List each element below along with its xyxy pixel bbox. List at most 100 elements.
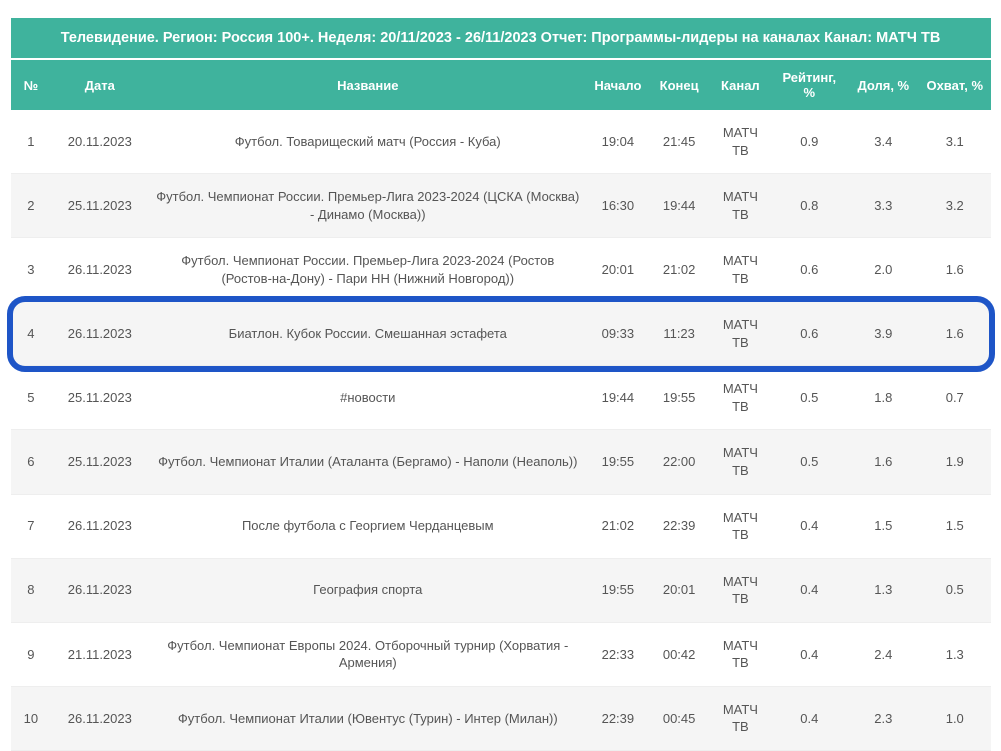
cell-rating: 0.4 <box>771 494 848 558</box>
cell-channel: МАТЧ ТВ <box>710 110 771 174</box>
cell-share: 1.3 <box>848 558 919 622</box>
cell-reach: 1.3 <box>919 622 990 686</box>
cell-num: 8 <box>11 558 52 622</box>
cell-num: 2 <box>11 174 52 238</box>
cell-date: 26.11.2023 <box>51 558 148 622</box>
cell-start: 22:39 <box>587 686 648 750</box>
cell-reach: 3.1 <box>919 110 990 174</box>
cell-start: 22:33 <box>587 622 648 686</box>
col-header-share: Доля, % <box>848 59 919 110</box>
cell-rating: 0.4 <box>771 622 848 686</box>
cell-reach: 1.5 <box>919 494 990 558</box>
ratings-table-container: Телевидение. Регион: Россия 100+. Неделя… <box>11 0 991 751</box>
col-header-channel: Канал <box>710 59 771 110</box>
cell-date: 25.11.2023 <box>51 366 148 430</box>
cell-name: География спорта <box>148 558 587 622</box>
cell-channel: МАТЧ ТВ <box>710 174 771 238</box>
cell-channel: МАТЧ ТВ <box>710 686 771 750</box>
col-header-date: Дата <box>51 59 148 110</box>
table-row: 1026.11.2023Футбол. Чемпионат Италии (Юв… <box>11 686 991 750</box>
cell-end: 21:45 <box>649 110 710 174</box>
cell-date: 26.11.2023 <box>51 302 148 366</box>
cell-start: 20:01 <box>587 238 648 302</box>
cell-name: #новости <box>148 366 587 430</box>
cell-end: 22:00 <box>649 430 710 494</box>
cell-name: Футбол. Чемпионат России. Премьер-Лига 2… <box>148 238 587 302</box>
table-row: 326.11.2023Футбол. Чемпионат России. Пре… <box>11 238 991 302</box>
table-header-row: № Дата Название Начало Конец Канал Рейти… <box>11 59 991 110</box>
cell-rating: 0.4 <box>771 558 848 622</box>
cell-num: 1 <box>11 110 52 174</box>
cell-reach: 0.5 <box>919 558 990 622</box>
cell-name: После футбола с Георгием Черданцевым <box>148 494 587 558</box>
table-row: 120.11.2023Футбол. Товарищеский матч (Ро… <box>11 110 991 174</box>
cell-name: Футбол. Чемпионат России. Премьер-Лига 2… <box>148 174 587 238</box>
cell-date: 26.11.2023 <box>51 238 148 302</box>
col-header-num: № <box>11 59 52 110</box>
cell-date: 26.11.2023 <box>51 686 148 750</box>
cell-reach: 1.0 <box>919 686 990 750</box>
cell-share: 3.9 <box>848 302 919 366</box>
cell-reach: 0.7 <box>919 366 990 430</box>
cell-rating: 0.5 <box>771 430 848 494</box>
cell-channel: МАТЧ ТВ <box>710 558 771 622</box>
cell-start: 19:55 <box>587 430 648 494</box>
cell-rating: 0.6 <box>771 238 848 302</box>
cell-num: 3 <box>11 238 52 302</box>
cell-end: 22:39 <box>649 494 710 558</box>
cell-date: 26.11.2023 <box>51 494 148 558</box>
cell-channel: МАТЧ ТВ <box>710 622 771 686</box>
cell-end: 00:42 <box>649 622 710 686</box>
col-header-reach: Охват, % <box>919 59 990 110</box>
table-row: 225.11.2023Футбол. Чемпионат России. Пре… <box>11 174 991 238</box>
cell-name: Футбол. Чемпионат Европы 2024. Отборочны… <box>148 622 587 686</box>
col-header-end: Конец <box>649 59 710 110</box>
cell-name: Футбол. Чемпионат Италии (Аталанта (Берг… <box>148 430 587 494</box>
cell-start: 19:04 <box>587 110 648 174</box>
report-title: Телевидение. Регион: Россия 100+. Неделя… <box>11 18 991 58</box>
col-header-rating: Рейтинг, % <box>771 59 848 110</box>
cell-start: 19:44 <box>587 366 648 430</box>
cell-share: 3.3 <box>848 174 919 238</box>
cell-share: 2.0 <box>848 238 919 302</box>
cell-end: 19:55 <box>649 366 710 430</box>
table-row: 525.11.2023#новости19:4419:55МАТЧ ТВ0.51… <box>11 366 991 430</box>
cell-rating: 0.8 <box>771 174 848 238</box>
cell-start: 21:02 <box>587 494 648 558</box>
cell-share: 1.5 <box>848 494 919 558</box>
col-header-start: Начало <box>587 59 648 110</box>
cell-num: 9 <box>11 622 52 686</box>
cell-channel: МАТЧ ТВ <box>710 430 771 494</box>
cell-share: 3.4 <box>848 110 919 174</box>
cell-end: 00:45 <box>649 686 710 750</box>
cell-start: 19:55 <box>587 558 648 622</box>
cell-name: Футбол. Чемпионат Италии (Ювентус (Турин… <box>148 686 587 750</box>
table-row: 426.11.2023Биатлон. Кубок России. Смешан… <box>11 302 991 366</box>
cell-name: Футбол. Товарищеский матч (Россия - Куба… <box>148 110 587 174</box>
cell-num: 5 <box>11 366 52 430</box>
table-row: 826.11.2023География спорта19:5520:01МАТ… <box>11 558 991 622</box>
cell-end: 19:44 <box>649 174 710 238</box>
cell-name: Биатлон. Кубок России. Смешанная эстафет… <box>148 302 587 366</box>
table-row: 625.11.2023Футбол. Чемпионат Италии (Ата… <box>11 430 991 494</box>
cell-rating: 0.4 <box>771 686 848 750</box>
cell-rating: 0.6 <box>771 302 848 366</box>
cell-channel: МАТЧ ТВ <box>710 494 771 558</box>
cell-reach: 3.2 <box>919 174 990 238</box>
ratings-table: № Дата Название Начало Конец Канал Рейти… <box>11 58 991 751</box>
cell-channel: МАТЧ ТВ <box>710 302 771 366</box>
cell-num: 10 <box>11 686 52 750</box>
cell-rating: 0.5 <box>771 366 848 430</box>
cell-share: 1.6 <box>848 430 919 494</box>
cell-date: 25.11.2023 <box>51 174 148 238</box>
cell-date: 25.11.2023 <box>51 430 148 494</box>
cell-num: 4 <box>11 302 52 366</box>
table-row: 921.11.2023Футбол. Чемпионат Европы 2024… <box>11 622 991 686</box>
cell-reach: 1.6 <box>919 302 990 366</box>
cell-num: 6 <box>11 430 52 494</box>
col-header-name: Название <box>148 59 587 110</box>
cell-share: 1.8 <box>848 366 919 430</box>
cell-share: 2.3 <box>848 686 919 750</box>
cell-start: 16:30 <box>587 174 648 238</box>
cell-channel: МАТЧ ТВ <box>710 238 771 302</box>
